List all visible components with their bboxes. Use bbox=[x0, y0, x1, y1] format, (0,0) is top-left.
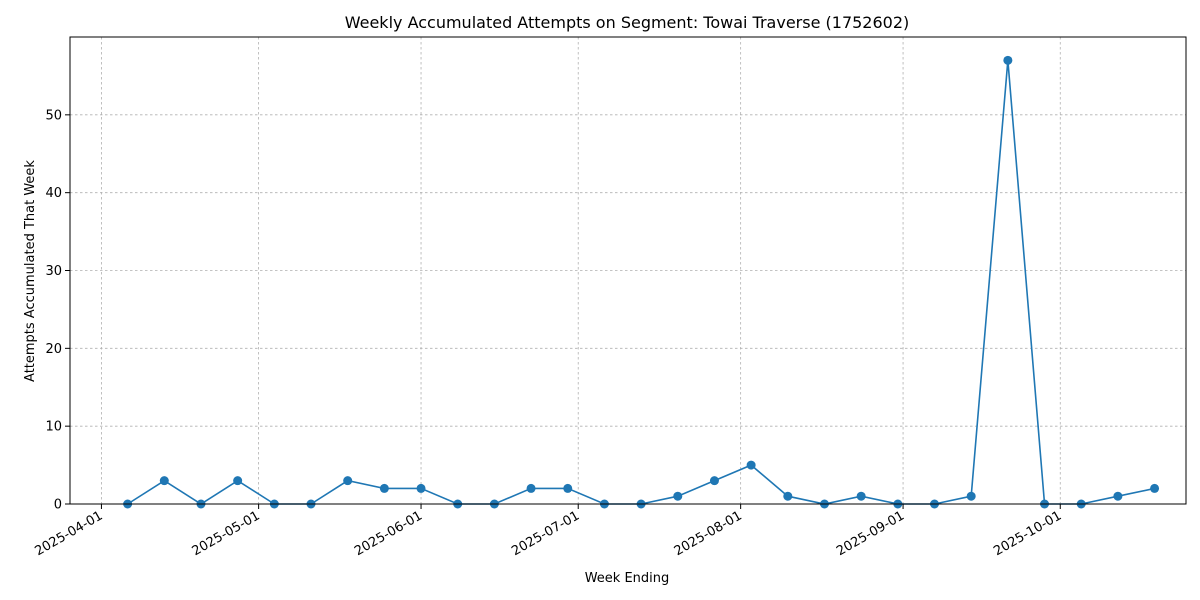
data-point bbox=[746, 460, 756, 470]
data-point bbox=[233, 476, 243, 486]
x-tick-label: 2025-09-01 bbox=[834, 508, 907, 559]
x-tick-label: 2025-04-01 bbox=[32, 508, 105, 559]
y-tick-label: 20 bbox=[45, 342, 62, 357]
x-tick-label: 2025-06-01 bbox=[352, 508, 425, 559]
data-point bbox=[1150, 483, 1160, 493]
plot-frame bbox=[69, 36, 1187, 505]
x-tick-label: 2025-07-01 bbox=[509, 508, 582, 559]
y-axis-label: Attempts Accumulated That Week bbox=[23, 160, 38, 382]
data-point bbox=[526, 483, 536, 493]
y-tick-label: 10 bbox=[45, 420, 62, 435]
data-point bbox=[379, 483, 389, 493]
data-point bbox=[783, 491, 793, 501]
data-point bbox=[159, 476, 169, 486]
x-tick-label: 2025-05-01 bbox=[190, 508, 263, 559]
data-point bbox=[966, 491, 976, 501]
data-point bbox=[563, 483, 573, 493]
data-point bbox=[1003, 55, 1013, 65]
data-point bbox=[1113, 491, 1123, 501]
chart-title: Weekly Accumulated Attempts on Segment: … bbox=[345, 13, 910, 32]
data-point bbox=[673, 491, 683, 501]
y-tick-label: 30 bbox=[45, 264, 62, 279]
grid bbox=[70, 37, 1186, 505]
data-point bbox=[709, 476, 719, 486]
y-tick-label: 40 bbox=[45, 186, 62, 201]
data-point bbox=[416, 483, 426, 493]
x-axis-label: Week Ending bbox=[585, 571, 670, 586]
x-tick-label: 2025-10-01 bbox=[991, 508, 1064, 559]
y-tick-label: 0 bbox=[54, 498, 62, 513]
series-layer bbox=[123, 55, 1160, 509]
x-tick-label: 2025-08-01 bbox=[672, 508, 745, 559]
series-line bbox=[127, 60, 1155, 505]
data-point bbox=[343, 476, 353, 486]
y-tick-label: 50 bbox=[45, 108, 62, 123]
data-point bbox=[856, 491, 866, 501]
